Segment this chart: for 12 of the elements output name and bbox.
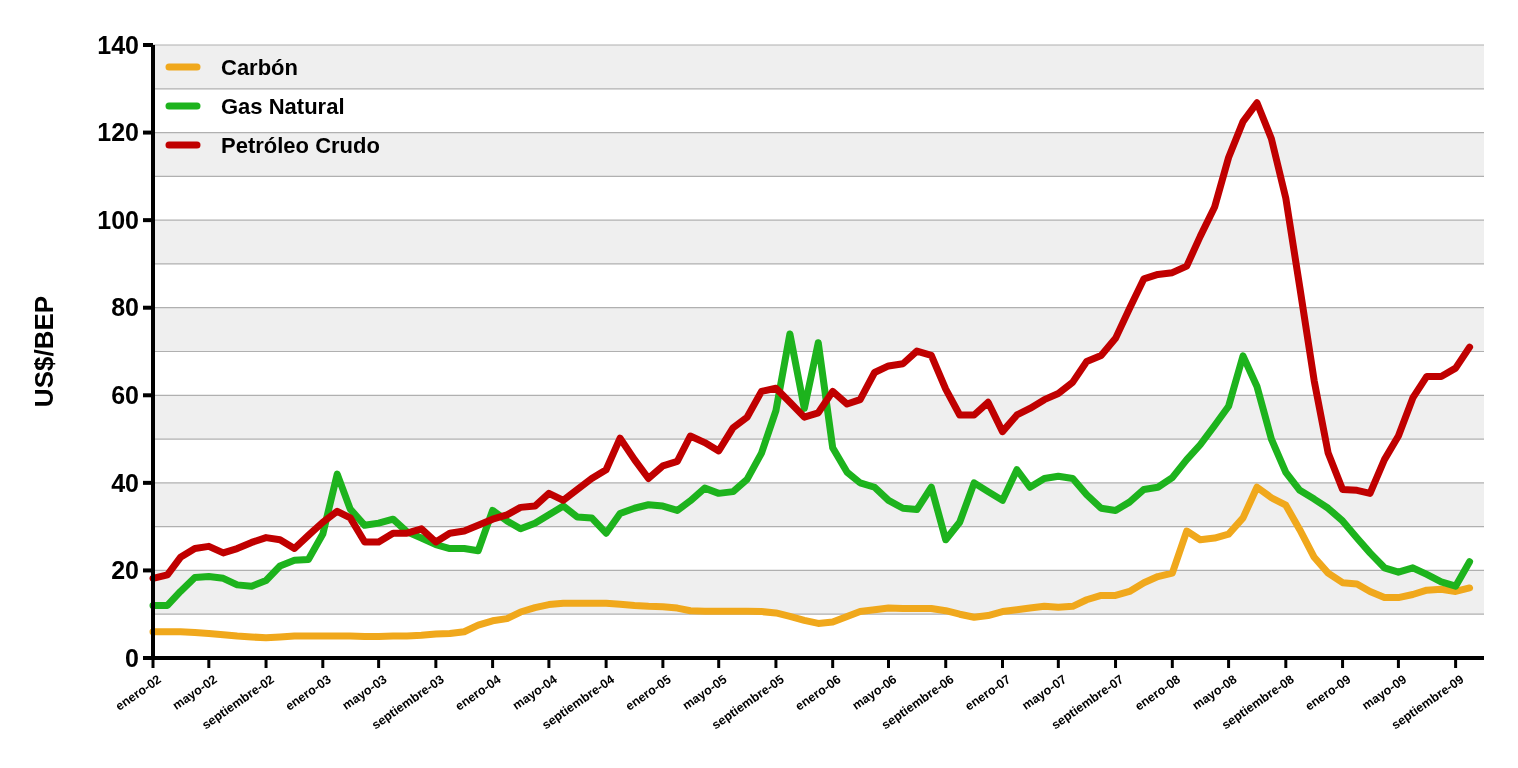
y-tick-label: 80 — [111, 293, 139, 322]
y-axis-title: US$/BEP — [29, 295, 59, 408]
y-tick-label: 100 — [97, 205, 139, 234]
y-tick-label: 20 — [111, 556, 139, 585]
y-tick-label: 40 — [111, 468, 139, 497]
y-tick-label: 120 — [97, 118, 139, 147]
y-tick-label: 0 — [125, 643, 139, 672]
y-tick-label: 140 — [97, 30, 139, 59]
y-tick-label: 60 — [111, 381, 139, 410]
legend-label: Carbón — [221, 54, 298, 80]
legend-label: Petróleo Crudo — [221, 132, 380, 158]
legend-label: Gas Natural — [221, 93, 345, 119]
